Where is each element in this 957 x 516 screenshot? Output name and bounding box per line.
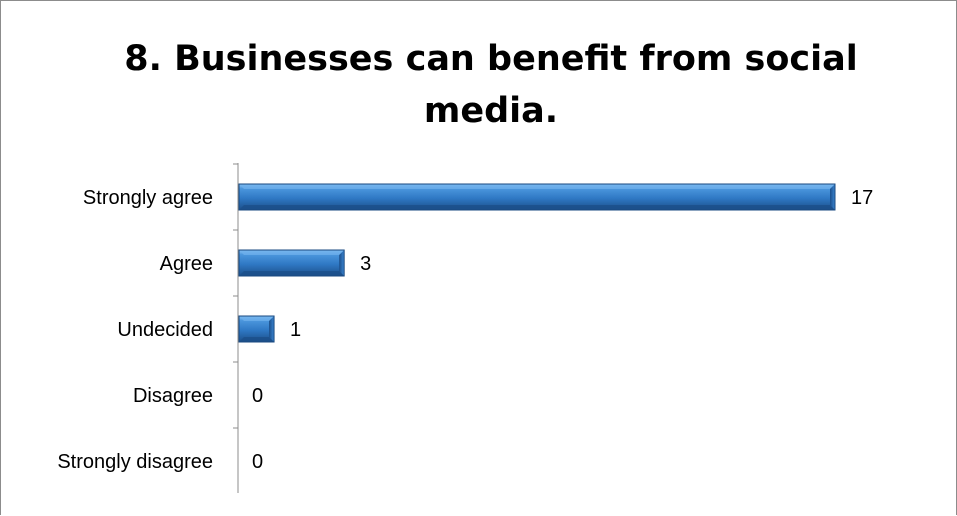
bar-strongly-agree <box>238 183 836 211</box>
bar-bevel-top <box>239 316 275 321</box>
data-label-strongly-agree: 17 <box>851 187 873 209</box>
bar-outline <box>238 249 345 277</box>
bar-bevel-bottom <box>239 337 275 342</box>
chart-title: 8. Businesses can benefit from social me… <box>124 39 858 131</box>
bar-bevel-top <box>239 250 345 255</box>
category-label-strongly-disagree: Strongly disagree <box>57 451 213 473</box>
bar-agree <box>238 249 345 277</box>
bar-bevel-top <box>239 184 835 189</box>
bar-bevel-end <box>269 316 275 342</box>
data-label-agree: 3 <box>360 253 371 275</box>
category-label-strongly-agree: Strongly agree <box>83 187 213 209</box>
category-label-undecided: Undecided <box>117 319 213 341</box>
bar-bevel-end <box>339 250 345 276</box>
bar-bevel-end <box>830 184 835 210</box>
category-label-disagree: Disagree <box>133 385 213 407</box>
bar-outline <box>238 315 275 343</box>
data-label-strongly-disagree: 0 <box>252 451 263 473</box>
bar-bevel-bottom <box>239 271 345 276</box>
data-label-disagree: 0 <box>252 385 263 407</box>
bar-undecided <box>238 315 275 343</box>
data-label-undecided: 1 <box>290 319 301 341</box>
bar-bevel-bottom <box>239 205 835 210</box>
bar-outline <box>238 183 836 211</box>
category-label-agree: Agree <box>160 253 213 275</box>
